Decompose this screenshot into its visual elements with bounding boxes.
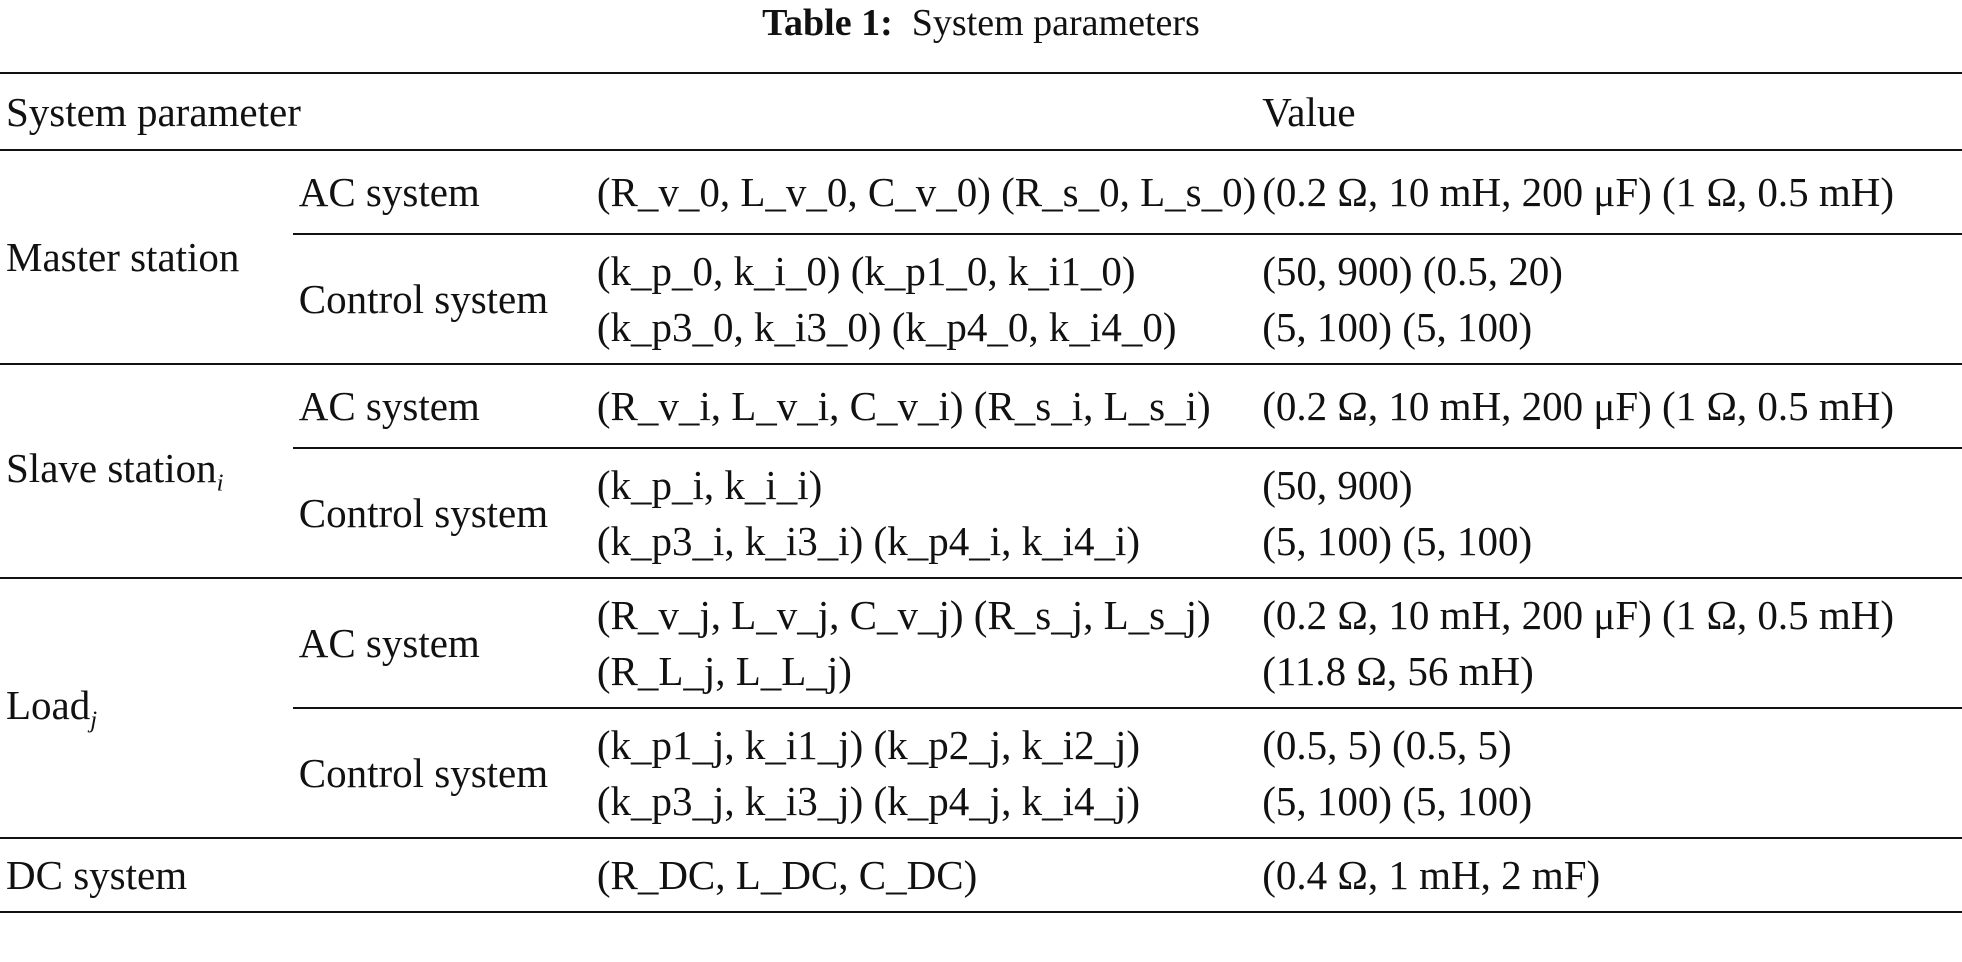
- table-row: Control system (k_p_0, k_i_0) (k_p1_0, k…: [0, 233, 1962, 364]
- row-label-master-ac: AC system: [292, 149, 591, 234]
- table-row: Master station AC system (R_v_0, L_v_0, …: [0, 149, 1962, 365]
- value-dc: (0.4 Ω, 1 mH, 2 mF): [1256, 837, 1962, 913]
- symbols-line: (R_L_j, L_L_j): [596, 648, 852, 694]
- group-name-master: Master station: [0, 149, 293, 365]
- row-label-master-control: Control system: [292, 233, 591, 364]
- header-value: Value: [1256, 72, 1962, 151]
- symbols-slave-ac: (R_v_i, L_v_i, C_v_i) (R_s_i, L_s_i): [590, 363, 1257, 448]
- value-line: (5, 100) (5, 100): [1262, 778, 1533, 824]
- symbols-line: (R_v_j, L_v_j, C_v_j) (R_s_j, L_s_j): [596, 592, 1211, 638]
- symbols-load-control: (k_p1_j, k_i1_j) (k_p2_j, k_i2_j) (k_p3_…: [590, 707, 1257, 838]
- symbols-line: (k_p_0, k_i_0) (k_p1_0, k_i1_0): [596, 248, 1136, 294]
- table-row: Loadj AC system (R_v_j, L_v_j, C_v_j) (R…: [0, 577, 1962, 839]
- value-line: (50, 900) (0.5, 20): [1262, 248, 1563, 294]
- table-header-row: System parameter Value: [0, 72, 1962, 151]
- row-label-load-ac: AC system: [292, 577, 591, 708]
- value-line: (11.8 Ω, 56 mH): [1262, 648, 1534, 694]
- value-line: (0.2 Ω, 10 mH, 200 μF) (1 Ω, 0.5 mH): [1262, 592, 1895, 638]
- row-label-slave-ac: AC system: [292, 363, 591, 448]
- symbols-master-control: (k_p_0, k_i_0) (k_p1_0, k_i1_0) (k_p3_0,…: [590, 233, 1257, 364]
- header-parameter: System parameter: [0, 72, 1257, 151]
- symbols-slave-control: (k_p_i, k_i_i) (k_p3_i, k_i3_i) (k_p4_i,…: [590, 447, 1257, 578]
- table-caption: Table 1: System parameters: [0, 0, 1962, 50]
- group-name-dc: DC system: [0, 837, 591, 913]
- value-load-ac: (0.2 Ω, 10 mH, 200 μF) (1 Ω, 0.5 mH) (11…: [1256, 577, 1962, 708]
- caption-label: Table 1:: [762, 2, 893, 44]
- value-slave-ac: (0.2 Ω, 10 mH, 200 μF) (1 Ω, 0.5 mH): [1256, 363, 1962, 448]
- caption-title: System parameters: [911, 2, 1200, 44]
- group-name-slave: Slave stationi: [0, 363, 293, 579]
- value-master-ac: (0.2 Ω, 10 mH, 200 μF) (1 Ω, 0.5 mH): [1256, 149, 1962, 234]
- parameters-table: System parameter Value Master station AC…: [0, 72, 1962, 913]
- group-name-slave-sub: i: [216, 469, 224, 497]
- symbols-line: (k_p3_i, k_i3_i) (k_p4_i, k_i4_i): [596, 518, 1141, 564]
- symbols-dc: (R_DC, L_DC, C_DC): [590, 837, 1257, 913]
- table-row: DC system (R_DC, L_DC, C_DC) (0.4 Ω, 1 m…: [0, 837, 1962, 913]
- symbols-line: (k_p_i, k_i_i): [596, 462, 823, 508]
- value-line: (5, 100) (5, 100): [1262, 304, 1533, 350]
- value-line: (5, 100) (5, 100): [1262, 518, 1533, 564]
- symbols-line: (k_p1_j, k_i1_j) (k_p2_j, k_i2_j): [596, 722, 1141, 768]
- table-row: Control system (k_p_i, k_i_i) (k_p3_i, k…: [0, 447, 1962, 578]
- value-load-control: (0.5, 5) (0.5, 5) (5, 100) (5, 100): [1256, 707, 1962, 838]
- row-label-load-control: Control system: [292, 707, 591, 838]
- symbols-line: (k_p3_0, k_i3_0) (k_p4_0, k_i4_0): [596, 304, 1177, 350]
- group-name-load-sub: j: [90, 706, 98, 734]
- table-row: Slave stationi AC system (R_v_i, L_v_i, …: [0, 363, 1962, 579]
- table-row: Control system (k_p1_j, k_i1_j) (k_p2_j,…: [0, 707, 1962, 838]
- symbols-load-ac: (R_v_j, L_v_j, C_v_j) (R_s_j, L_s_j) (R_…: [590, 577, 1257, 708]
- value-line: (50, 900): [1262, 462, 1413, 508]
- value-master-control: (50, 900) (0.5, 20) (5, 100) (5, 100): [1256, 233, 1962, 364]
- group-name-load-text: Load: [6, 682, 91, 729]
- symbols-master-ac: (R_v_0, L_v_0, C_v_0) (R_s_0, L_s_0): [590, 149, 1257, 234]
- symbols-line: (k_p3_j, k_i3_j) (k_p4_j, k_i4_j): [596, 778, 1141, 824]
- row-label-slave-control: Control system: [292, 447, 591, 578]
- value-slave-control: (50, 900) (5, 100) (5, 100): [1256, 447, 1962, 578]
- value-line: (0.5, 5) (0.5, 5): [1262, 722, 1512, 768]
- group-name-load: Loadj: [0, 577, 293, 839]
- group-name-slave-text: Slave station: [6, 445, 217, 492]
